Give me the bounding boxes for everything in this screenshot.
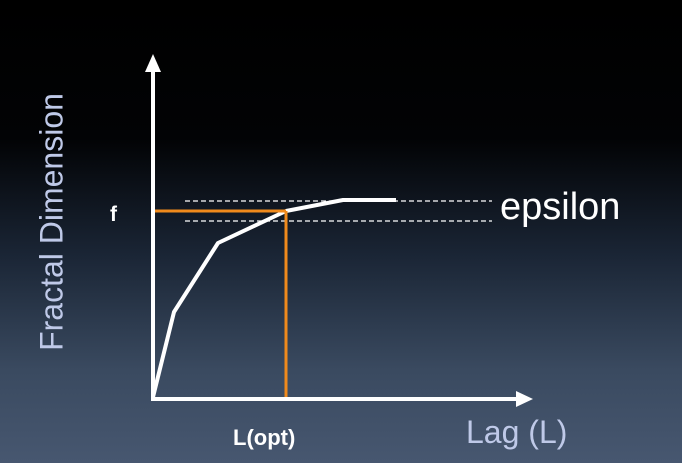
f-label: f [110, 203, 117, 226]
lopt-label: L(opt) [233, 425, 296, 450]
y-axis-arrowhead [145, 54, 161, 72]
y-axis-label: Fractal Dimension [33, 93, 70, 351]
x-axis-arrowhead [516, 391, 533, 407]
fractal-curve [151, 198, 396, 398]
epsilon-label: epsilon [500, 186, 621, 228]
x-axis-label: Lag (L) [466, 414, 568, 450]
